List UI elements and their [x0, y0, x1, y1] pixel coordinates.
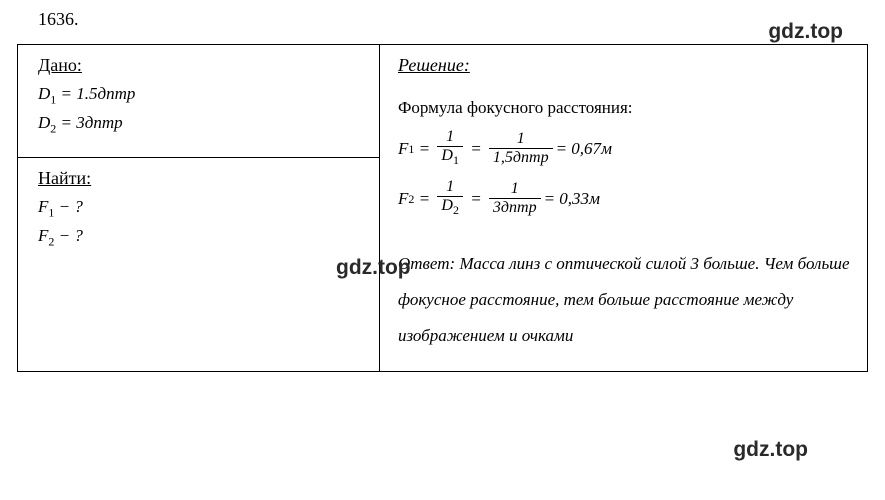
d1-sub: 1: [50, 92, 56, 106]
find-section: Найти: F1 − ? F2 − ?: [18, 158, 379, 270]
find-f2: F2 − ?: [38, 226, 365, 249]
eq2-result: = 0,33: [544, 189, 589, 209]
f2-tail: − ?: [54, 226, 82, 245]
eq1-frac1-num: 1: [437, 128, 463, 147]
d2-value: = 3: [61, 113, 85, 132]
eq2-lhs-sym: F: [398, 189, 408, 209]
eq-sign: =: [414, 139, 434, 159]
solution-table: Дано: D1 = 1.5дптр D2 = 3дптр Найти: F1 …: [17, 44, 868, 372]
d1-symbol: D: [38, 84, 50, 103]
f1-tail: − ?: [54, 197, 82, 216]
given-header: Дано:: [38, 55, 365, 76]
left-column: Дано: D1 = 1.5дптр D2 = 3дптр Найти: F1 …: [18, 45, 380, 371]
formula-intro: Формула фокусного расстояния:: [398, 98, 853, 118]
watermark-middle: gdz.top: [336, 256, 411, 280]
find-header: Найти:: [38, 168, 365, 189]
eq1-frac2-den: 1,5дптр: [489, 149, 553, 169]
d1-value: = 1.5: [61, 84, 98, 103]
eq2-frac1-num: 1: [437, 178, 463, 197]
right-column: Решение: Формула фокусного расстояния: F…: [380, 45, 867, 371]
eq1-frac1-den: D1: [437, 147, 463, 170]
problem-number: 1636.: [38, 9, 79, 30]
eq-sign: =: [466, 189, 486, 209]
f2-symbol: F: [38, 226, 48, 245]
d1-unit: дптр: [98, 84, 136, 103]
given-d2: D2 = 3дптр: [38, 113, 365, 136]
watermark-top: gdz.top: [768, 20, 843, 44]
find-f1: F1 − ?: [38, 197, 365, 220]
f1-symbol: F: [38, 197, 48, 216]
eq2-frac2-num: 1: [489, 180, 541, 199]
answer-text: Масса линз с оптической силой 3 больше. …: [398, 254, 850, 344]
eq2-unit: м: [589, 189, 600, 209]
eq1-frac1: 1 D1: [437, 128, 463, 170]
eq1-result: = 0,67: [556, 139, 601, 159]
eq2-frac1: 1 D2: [437, 178, 463, 220]
eq1-lhs-sym: F: [398, 139, 408, 159]
equation-f2: F2 = 1 D2 = 1 3дптр = 0,33м: [398, 178, 853, 220]
eq2-frac1-den: D2: [437, 197, 463, 220]
equation-f1: F 1 = 1 D1 = 1 1,5дптр = 0,67м: [398, 128, 853, 170]
d2-unit: дптр: [85, 113, 123, 132]
watermark-bottom: gdz.top: [733, 438, 808, 462]
given-d1: D1 = 1.5дптр: [38, 84, 365, 107]
solution-header: Решение:: [398, 55, 853, 76]
eq2-frac2: 1 3дптр: [489, 180, 541, 219]
given-section: Дано: D1 = 1.5дптр D2 = 3дптр: [18, 45, 379, 158]
d2-sub: 2: [50, 122, 56, 136]
d2-symbol: D: [38, 113, 50, 132]
eq1-unit: м: [601, 139, 612, 159]
answer-block: Ответ: Масса линз с оптической силой 3 б…: [398, 246, 853, 353]
eq-sign: =: [414, 189, 434, 209]
eq-sign: =: [466, 139, 486, 159]
eq1-frac2: 1 1,5дптр: [489, 130, 553, 169]
eq1-frac2-num: 1: [489, 130, 553, 149]
eq2-frac2-den: 3дптр: [489, 199, 541, 219]
